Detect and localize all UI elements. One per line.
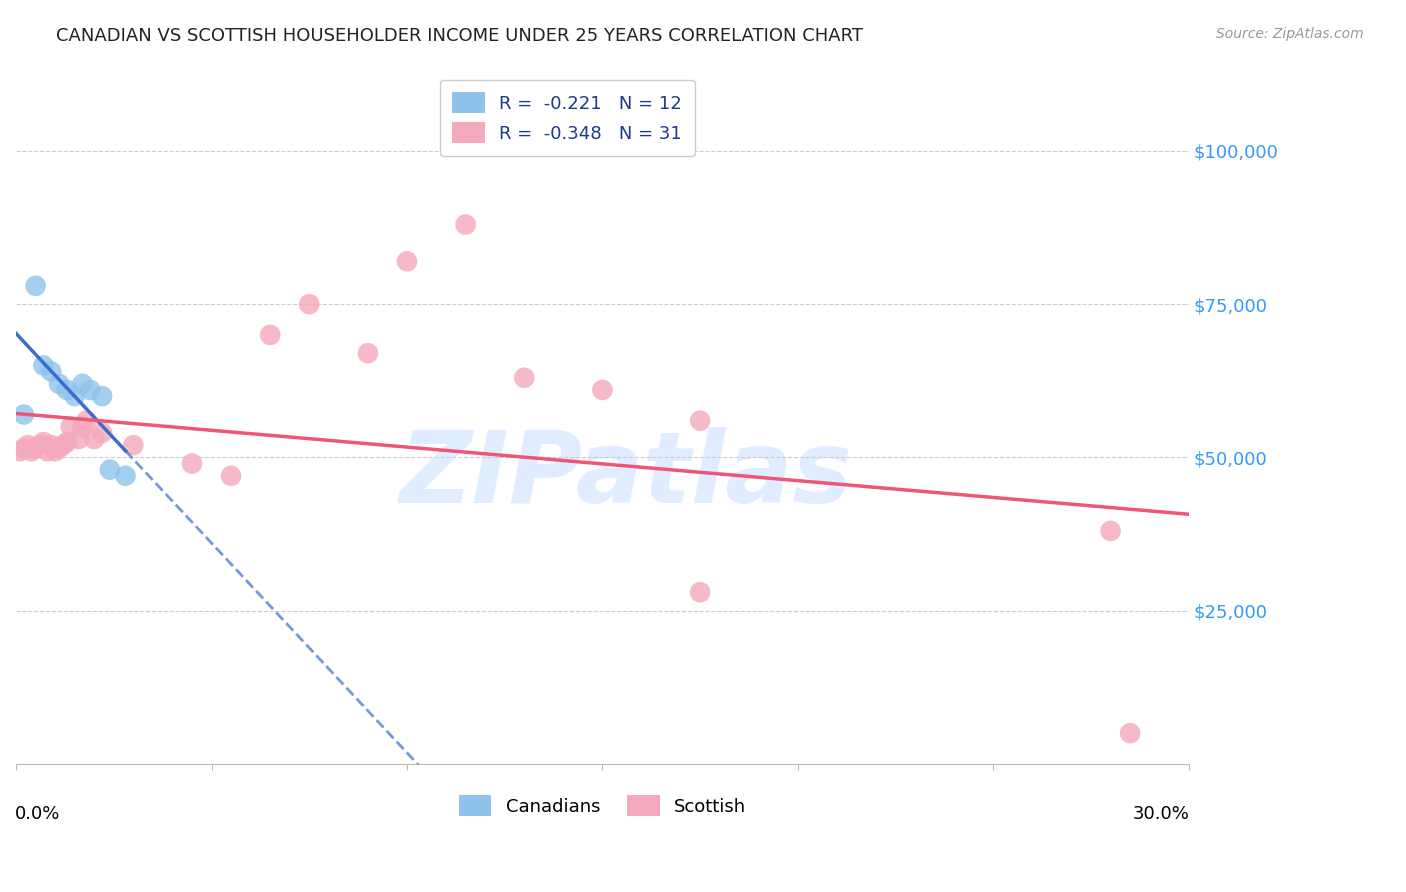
Point <box>56 435 79 450</box>
Point <box>591 383 613 397</box>
Point <box>395 254 418 268</box>
Point <box>91 425 114 440</box>
Point <box>689 585 711 599</box>
Point <box>21 444 44 458</box>
Point <box>122 438 145 452</box>
Point <box>298 297 321 311</box>
Point <box>72 419 94 434</box>
Point <box>689 414 711 428</box>
Point <box>44 444 66 458</box>
Point <box>48 441 70 455</box>
Point <box>72 376 94 391</box>
Legend: Canadians, Scottish: Canadians, Scottish <box>451 789 754 823</box>
Point <box>67 432 90 446</box>
Point <box>1119 726 1142 740</box>
Point <box>32 359 55 373</box>
Text: CANADIAN VS SCOTTISH HOUSEHOLDER INCOME UNDER 25 YEARS CORRELATION CHART: CANADIAN VS SCOTTISH HOUSEHOLDER INCOME … <box>56 27 863 45</box>
Point <box>114 468 136 483</box>
Text: ZIPatlas: ZIPatlas <box>399 427 852 524</box>
Point <box>13 408 35 422</box>
Point <box>259 327 281 342</box>
Point <box>8 444 31 458</box>
Point <box>79 383 101 397</box>
Text: 30.0%: 30.0% <box>1133 805 1189 823</box>
Point <box>28 438 51 452</box>
Point <box>37 444 59 458</box>
Point <box>357 346 380 360</box>
Point <box>39 438 62 452</box>
Point <box>98 463 121 477</box>
Point <box>181 457 204 471</box>
Point <box>48 376 70 391</box>
Point <box>63 389 86 403</box>
Point <box>454 218 477 232</box>
Text: 0.0%: 0.0% <box>15 805 60 823</box>
Point <box>83 432 105 446</box>
Point <box>219 468 242 483</box>
Point <box>56 383 79 397</box>
Point <box>59 419 82 434</box>
Point <box>24 278 46 293</box>
Point <box>32 435 55 450</box>
Point <box>24 441 46 455</box>
Point <box>17 438 39 452</box>
Point <box>91 389 114 403</box>
Point <box>1099 524 1122 538</box>
Point <box>52 438 75 452</box>
Text: Source: ZipAtlas.com: Source: ZipAtlas.com <box>1216 27 1364 41</box>
Point <box>75 414 97 428</box>
Point <box>13 441 35 455</box>
Point <box>39 365 62 379</box>
Point <box>513 370 536 384</box>
